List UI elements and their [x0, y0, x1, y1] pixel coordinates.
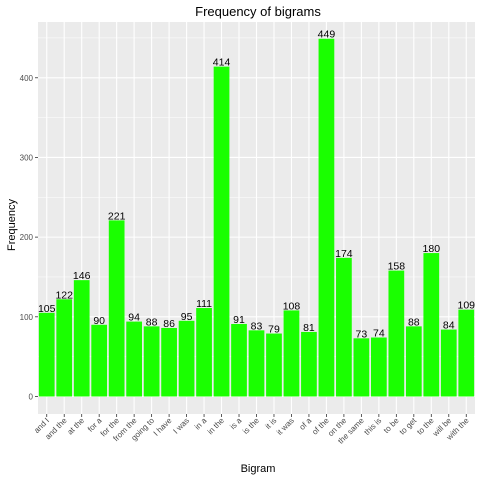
bar-value-label: 74: [373, 328, 385, 340]
bar: [318, 38, 335, 397]
x-tick-label: in the: [206, 416, 227, 437]
bar-value-label: 449: [318, 29, 336, 41]
bar: [91, 324, 108, 397]
bar-value-label: 73: [356, 328, 368, 340]
bar: [301, 331, 317, 397]
bar: [283, 310, 300, 397]
x-tick-label: it was: [275, 416, 296, 437]
bar-value-label: 174: [335, 248, 353, 260]
bar: [143, 326, 160, 397]
bar-value-label: 109: [457, 300, 475, 312]
bar-value-label: 122: [55, 289, 73, 301]
x-tick-label: at the: [66, 416, 87, 437]
bar: [423, 253, 440, 397]
bar-value-label: 84: [443, 320, 455, 332]
bar: [266, 333, 282, 397]
bar-value-label: 88: [408, 316, 420, 328]
bar-value-label: 94: [128, 312, 140, 324]
bar-value-label: 81: [303, 322, 315, 334]
x-tick-label: I have: [152, 416, 174, 438]
bar-value-label: 180: [423, 243, 441, 255]
bar-value-label: 108: [283, 300, 301, 312]
bar-value-label: 414: [213, 57, 231, 69]
bar-value-label: 88: [146, 316, 158, 328]
y-tick-label: 0: [29, 392, 34, 401]
bar: [178, 320, 195, 397]
bar: [405, 326, 422, 397]
bar: [388, 270, 405, 397]
bar: [248, 330, 265, 397]
bar: [108, 220, 125, 397]
bar: [196, 308, 212, 397]
y-tick-label: 200: [20, 233, 34, 242]
y-tick-label: 300: [20, 153, 34, 162]
x-tick-label: this is: [362, 416, 383, 437]
bar-value-label: 83: [251, 320, 263, 332]
x-tick-label: I was: [171, 416, 191, 436]
x-tick-label: to get: [398, 416, 419, 437]
bar-value-label: 90: [93, 315, 105, 327]
bar-value-label: 158: [388, 261, 406, 273]
bar-value-label: 86: [163, 318, 175, 330]
bar-value-label: 79: [268, 324, 280, 336]
bar: [38, 312, 55, 397]
bar-value-label: 91: [233, 314, 245, 326]
y-axis-title: Frequency: [6, 199, 18, 251]
bar-value-label: 105: [38, 303, 56, 315]
bar-value-label: 221: [108, 210, 126, 222]
bar-value-label: 146: [73, 270, 91, 282]
bar: [458, 309, 475, 397]
x-axis-title: Bigram: [241, 463, 276, 475]
bar-value-label: 111: [196, 298, 212, 310]
bar: [353, 338, 370, 397]
bar: [213, 66, 230, 397]
bar: [126, 321, 143, 397]
x-tick-label: is the: [241, 416, 261, 436]
bar: [370, 337, 387, 397]
bar: [336, 257, 352, 397]
bar: [56, 299, 73, 397]
bar: [231, 323, 247, 397]
chart-title: Frequency of bigrams: [195, 4, 321, 19]
bar: [440, 329, 457, 397]
y-tick-label: 100: [20, 313, 34, 322]
bar: [73, 280, 90, 397]
y-tick-label: 400: [20, 74, 34, 83]
bar-value-label: 95: [181, 311, 193, 323]
y-axis-ticks: 0 100 200 300 400: [20, 74, 38, 401]
bars: [38, 38, 475, 397]
bar: [161, 327, 177, 397]
